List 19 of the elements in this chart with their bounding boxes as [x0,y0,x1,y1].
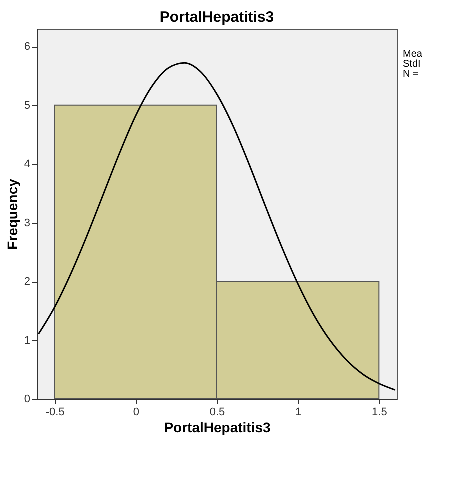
text: StdI [403,59,421,70]
text: N = [403,69,419,80]
x-tick-label: 0.5 [210,406,226,418]
chart-title: PortalHepatitis3 [160,9,274,26]
x-tick-label: 0 [133,406,140,418]
y-tick-label: 1 [24,334,30,347]
y-axis-title: Frequency [4,178,20,250]
y-tick-label: 0 [24,394,30,406]
line-series [38,62,396,391]
y-tick-label: 4 [24,158,30,171]
y-tick-label: 2 [24,276,30,288]
x-tick-label: 1 [296,406,302,418]
text: Mea [403,49,423,60]
x-axis-title: PortalHepatitis3 [164,420,272,436]
x-tick-label: 1.5 [372,406,388,418]
y-tick-label: 6 [24,41,30,54]
y-tick-label: 5 [24,100,30,112]
x-tick-label: -0.5 [46,406,65,418]
y-tick-label: 3 [24,217,30,230]
